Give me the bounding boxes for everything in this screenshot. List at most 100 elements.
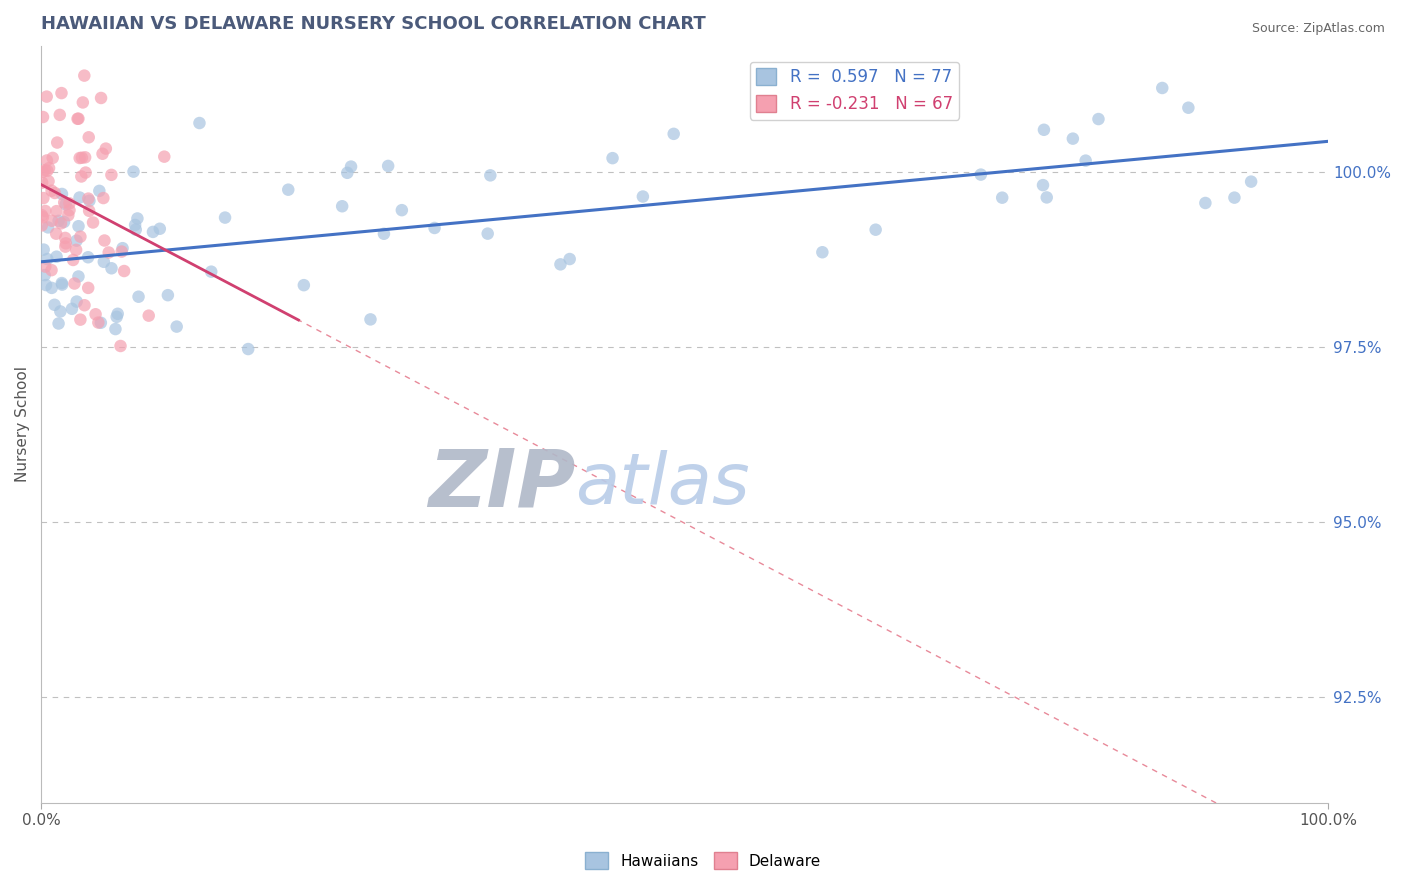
Point xyxy=(55,197,77,211)
Point xyxy=(67,269,90,284)
Point xyxy=(34,260,56,274)
Point xyxy=(51,86,73,100)
Point xyxy=(156,288,179,302)
Point xyxy=(1194,196,1216,211)
Point xyxy=(127,211,149,226)
Point xyxy=(214,211,236,225)
Point xyxy=(58,203,80,218)
Point xyxy=(631,189,654,203)
Point xyxy=(558,252,581,266)
Point xyxy=(31,208,53,222)
Point xyxy=(166,319,188,334)
Point xyxy=(330,199,353,213)
Point xyxy=(35,153,58,168)
Point xyxy=(65,243,87,257)
Point xyxy=(93,234,115,248)
Point xyxy=(336,166,359,180)
Point xyxy=(1240,175,1263,189)
Point xyxy=(49,108,72,122)
Point xyxy=(77,192,100,206)
Point xyxy=(69,312,91,326)
Point xyxy=(811,245,834,260)
Point xyxy=(70,169,93,184)
Point xyxy=(48,317,70,331)
Point xyxy=(38,161,60,175)
Point xyxy=(49,304,72,318)
Point xyxy=(1062,131,1084,145)
Point xyxy=(41,213,63,227)
Point xyxy=(292,278,315,293)
Point xyxy=(51,186,73,201)
Y-axis label: Nursery School: Nursery School xyxy=(15,366,30,482)
Point xyxy=(51,276,73,290)
Point xyxy=(359,312,381,326)
Point xyxy=(73,69,96,83)
Point xyxy=(69,190,91,204)
Point xyxy=(58,208,80,222)
Legend: R =  0.597   N = 77, R = -0.231   N = 67: R = 0.597 N = 77, R = -0.231 N = 67 xyxy=(749,62,959,120)
Point xyxy=(31,219,53,233)
Point xyxy=(41,281,63,295)
Text: Source: ZipAtlas.com: Source: ZipAtlas.com xyxy=(1251,22,1385,36)
Point xyxy=(79,194,101,208)
Point xyxy=(84,307,107,321)
Point xyxy=(238,342,260,356)
Point xyxy=(38,174,60,188)
Point xyxy=(62,252,84,267)
Point xyxy=(377,159,399,173)
Point xyxy=(142,225,165,239)
Point xyxy=(44,186,66,200)
Point xyxy=(58,196,80,211)
Point xyxy=(37,252,59,266)
Point xyxy=(87,316,110,330)
Point xyxy=(77,250,100,264)
Point xyxy=(53,240,76,254)
Point xyxy=(82,215,104,229)
Point xyxy=(91,146,114,161)
Point xyxy=(34,204,56,219)
Point xyxy=(45,227,67,241)
Point xyxy=(107,307,129,321)
Point xyxy=(94,142,117,156)
Text: HAWAIIAN VS DELAWARE NURSERY SCHOOL CORRELATION CHART: HAWAIIAN VS DELAWARE NURSERY SCHOOL CORR… xyxy=(41,15,706,33)
Point xyxy=(32,211,55,225)
Point xyxy=(1074,153,1097,168)
Point xyxy=(75,165,97,179)
Point xyxy=(277,183,299,197)
Point xyxy=(104,322,127,336)
Point xyxy=(49,216,72,230)
Point xyxy=(93,191,115,205)
Point xyxy=(188,116,211,130)
Point xyxy=(41,184,63,198)
Point xyxy=(51,277,73,292)
Point xyxy=(90,316,112,330)
Point xyxy=(100,261,122,276)
Point xyxy=(63,277,86,291)
Point xyxy=(149,221,172,235)
Point xyxy=(75,150,97,164)
Point xyxy=(69,151,91,165)
Point xyxy=(602,151,624,165)
Point xyxy=(105,310,128,324)
Point xyxy=(112,264,135,278)
Point xyxy=(55,236,77,251)
Point xyxy=(111,244,134,259)
Point xyxy=(1032,178,1054,193)
Point xyxy=(69,229,91,244)
Point xyxy=(477,227,499,241)
Point xyxy=(53,215,76,229)
Point xyxy=(111,241,134,255)
Point xyxy=(550,257,572,271)
Point xyxy=(1223,191,1246,205)
Point xyxy=(37,163,59,178)
Point xyxy=(340,160,363,174)
Point xyxy=(31,176,53,190)
Point xyxy=(77,281,100,295)
Point xyxy=(153,150,176,164)
Point xyxy=(970,168,993,182)
Point xyxy=(128,290,150,304)
Point xyxy=(991,191,1014,205)
Point xyxy=(77,203,100,218)
Point xyxy=(122,164,145,178)
Point xyxy=(423,221,446,235)
